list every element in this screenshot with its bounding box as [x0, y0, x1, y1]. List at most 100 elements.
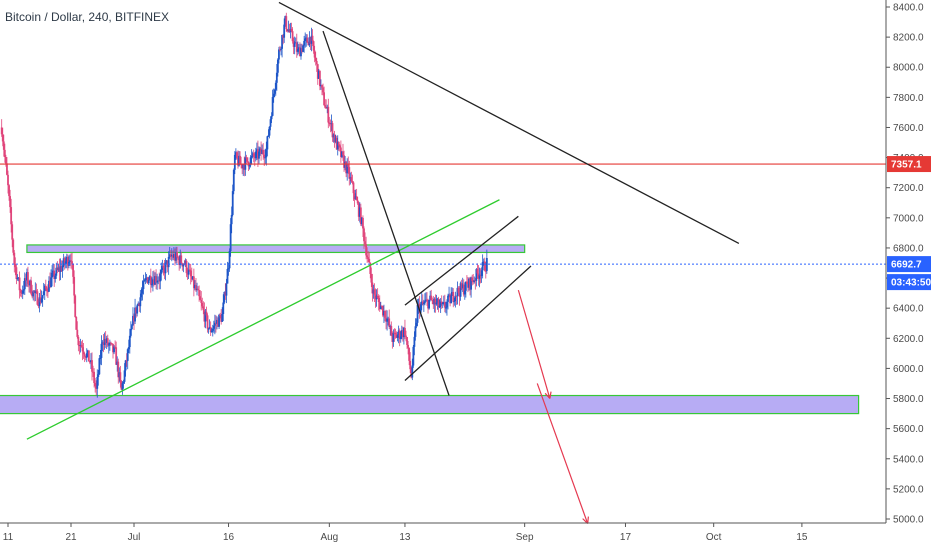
candle — [307, 41, 310, 46]
candle — [50, 269, 52, 288]
candle-body — [171, 254, 174, 258]
candle-body — [441, 303, 444, 305]
candle-body — [271, 97, 274, 116]
countdown-tag-bg — [887, 274, 931, 291]
candle-body — [402, 327, 405, 338]
candle — [393, 328, 396, 342]
candle-body — [170, 254, 173, 257]
candle — [59, 258, 62, 281]
candle — [384, 310, 386, 322]
candle-body — [17, 277, 20, 279]
candle-body — [133, 315, 135, 322]
candle — [4, 154, 7, 167]
candle-body — [44, 285, 47, 289]
candle-body — [266, 136, 269, 150]
candle-body — [437, 298, 440, 308]
candle-body — [275, 72, 278, 83]
candle — [149, 268, 152, 293]
candle-body — [426, 299, 428, 301]
candle — [381, 305, 384, 318]
candle-body — [325, 107, 328, 109]
candle-body — [93, 371, 96, 384]
candle — [116, 356, 119, 372]
candle — [373, 283, 376, 303]
candle-body — [368, 258, 371, 263]
candle-body — [312, 41, 315, 51]
candle — [71, 253, 73, 270]
candle-body — [290, 28, 293, 32]
candle-body — [210, 330, 213, 333]
candle — [122, 379, 125, 389]
candle-body — [418, 303, 421, 313]
candle-body — [92, 371, 94, 373]
candle-body — [2, 141, 5, 150]
candle — [481, 254, 484, 279]
drawings — [0, 1, 886, 524]
candle — [467, 277, 469, 293]
candle-body — [394, 332, 397, 335]
candle-body — [342, 151, 344, 156]
candle-body — [29, 280, 31, 286]
candle — [104, 331, 107, 348]
y-tick-label: 5800.0 — [893, 394, 924, 405]
candle-body — [365, 244, 367, 256]
candle-body — [129, 329, 132, 336]
zone-1 — [0, 394, 860, 415]
candle-body — [241, 164, 244, 169]
candle — [63, 256, 66, 270]
candle-body — [42, 291, 45, 296]
candle — [251, 151, 254, 159]
candle-body — [56, 267, 59, 271]
candle — [17, 277, 20, 282]
candle-body — [227, 268, 230, 270]
candle-body — [281, 35, 283, 49]
candle-body — [482, 261, 485, 263]
candle — [357, 201, 360, 221]
candle-body — [147, 280, 150, 284]
candle — [41, 295, 44, 307]
candle — [254, 147, 257, 162]
candle — [422, 299, 425, 312]
candle-body — [260, 148, 262, 154]
candle — [61, 260, 64, 278]
candle-body — [322, 87, 324, 93]
candle — [263, 149, 266, 167]
candle-body — [6, 163, 8, 175]
candle — [120, 380, 123, 391]
candle — [437, 296, 440, 313]
candle-body — [305, 37, 308, 39]
candle — [45, 286, 48, 297]
candle-body — [105, 338, 108, 343]
candle-body — [477, 273, 480, 279]
candle-body — [419, 304, 422, 313]
candle — [153, 270, 155, 287]
candle — [344, 155, 346, 171]
candle-body — [148, 276, 151, 281]
trendline-2 — [322, 30, 450, 396]
candle — [220, 309, 223, 325]
candle-body — [295, 42, 298, 52]
candle-body — [78, 345, 81, 347]
candle-body — [288, 29, 291, 32]
candle-body — [237, 157, 239, 166]
candle — [57, 263, 60, 272]
candle — [266, 135, 269, 157]
candle — [77, 335, 80, 352]
candle — [430, 289, 433, 301]
candle-body — [39, 297, 42, 303]
candle-body — [54, 275, 57, 279]
candle-body — [197, 288, 199, 291]
candle-body — [243, 164, 246, 170]
candle — [12, 238, 15, 256]
candle-body — [416, 304, 419, 323]
candle — [454, 291, 457, 308]
candle — [237, 150, 239, 169]
candle-body — [89, 361, 91, 363]
candle — [314, 51, 317, 66]
candle-body — [72, 263, 75, 277]
candle — [201, 297, 204, 309]
candle — [195, 278, 197, 292]
candle — [405, 330, 407, 342]
candle-body — [141, 289, 144, 294]
